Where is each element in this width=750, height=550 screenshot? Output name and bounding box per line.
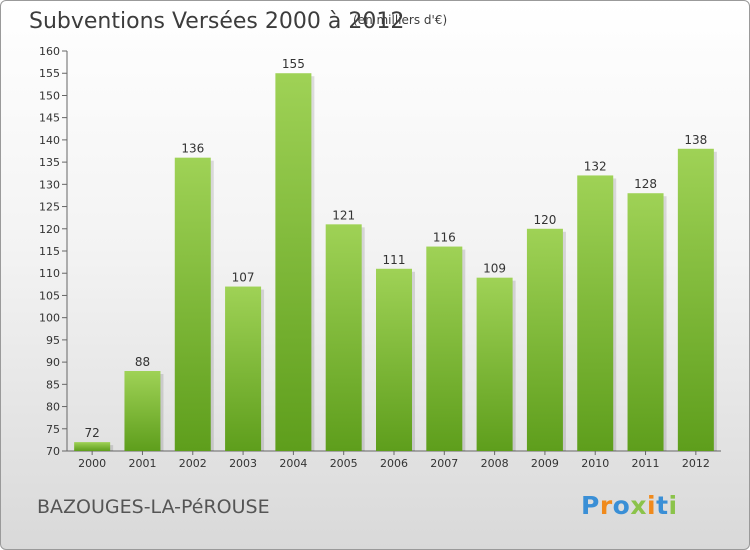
y-tick-label: 140 bbox=[39, 134, 60, 147]
y-tick-label: 130 bbox=[39, 178, 60, 191]
y-tick-label: 150 bbox=[39, 89, 60, 102]
bar bbox=[325, 224, 362, 451]
x-tick-label: 2007 bbox=[430, 457, 458, 470]
bar-value-label: 120 bbox=[533, 213, 556, 227]
bar-value-label: 132 bbox=[584, 159, 607, 173]
x-tick-label: 2009 bbox=[531, 457, 559, 470]
bar bbox=[376, 268, 412, 451]
y-tick-label: 80 bbox=[46, 401, 60, 414]
bar bbox=[577, 175, 614, 451]
x-tick-label: 2005 bbox=[330, 457, 358, 470]
logo-letter: P bbox=[581, 491, 600, 520]
y-tick-label: 120 bbox=[39, 223, 60, 236]
logo-letter: o bbox=[612, 491, 631, 520]
bar-value-label: 128 bbox=[634, 177, 657, 191]
bar-value-label: 88 bbox=[135, 355, 150, 369]
y-tick-label: 135 bbox=[39, 156, 60, 169]
y-tick-label: 160 bbox=[39, 45, 60, 58]
bar bbox=[426, 246, 463, 451]
logo-letter: i bbox=[668, 491, 678, 520]
bar-value-label: 155 bbox=[282, 57, 305, 71]
x-tick-label: 2006 bbox=[380, 457, 408, 470]
proxiti-logo: Proxiti bbox=[581, 491, 678, 520]
logo-letter: t bbox=[656, 491, 669, 520]
y-tick-label: 100 bbox=[39, 312, 60, 325]
y-tick-label: 95 bbox=[46, 334, 60, 347]
y-tick-label: 145 bbox=[39, 112, 60, 125]
bar bbox=[124, 371, 161, 451]
y-tick-label: 105 bbox=[39, 289, 60, 302]
bar bbox=[174, 157, 211, 451]
x-tick-label: 2002 bbox=[179, 457, 207, 470]
bar-value-label: 121 bbox=[332, 208, 355, 222]
bar-value-label: 111 bbox=[383, 253, 406, 267]
x-tick-label: 2010 bbox=[581, 457, 609, 470]
bar bbox=[275, 73, 312, 451]
bar bbox=[526, 228, 563, 451]
x-tick-label: 2003 bbox=[229, 457, 257, 470]
bar bbox=[677, 148, 714, 451]
y-tick-label: 125 bbox=[39, 201, 60, 214]
y-tick-label: 75 bbox=[46, 423, 60, 436]
bar-value-label: 116 bbox=[433, 231, 456, 245]
x-tick-label: 2000 bbox=[78, 457, 106, 470]
bar bbox=[627, 193, 664, 451]
y-tick-label: 110 bbox=[39, 267, 60, 280]
logo-letter: x bbox=[630, 491, 647, 520]
y-tick-label: 115 bbox=[39, 245, 60, 258]
bar bbox=[74, 442, 111, 451]
x-tick-label: 2008 bbox=[481, 457, 509, 470]
bar-value-label: 107 bbox=[232, 271, 255, 285]
bar bbox=[476, 277, 513, 451]
chart-title: Subventions Versées 2000 à 2012 bbox=[29, 9, 405, 34]
bar-value-label: 72 bbox=[85, 426, 100, 440]
chart-subtitle: (en milliers d'€) bbox=[353, 13, 448, 27]
y-tick-label: 155 bbox=[39, 67, 60, 80]
logo-letter: r bbox=[599, 491, 613, 520]
bar-value-label: 138 bbox=[684, 133, 707, 147]
bar-value-label: 109 bbox=[483, 262, 506, 276]
x-tick-label: 2004 bbox=[279, 457, 307, 470]
bar-value-label: 136 bbox=[181, 142, 204, 156]
x-tick-label: 2012 bbox=[682, 457, 710, 470]
y-tick-label: 90 bbox=[46, 356, 60, 369]
x-tick-label: 2011 bbox=[632, 457, 660, 470]
y-tick-label: 70 bbox=[46, 445, 60, 458]
bar bbox=[225, 286, 262, 451]
x-tick-label: 2001 bbox=[128, 457, 156, 470]
logo-letter: i bbox=[647, 491, 657, 520]
commune-name: BAZOUGES-LA-PéROUSE bbox=[37, 496, 270, 518]
y-tick-label: 85 bbox=[46, 378, 60, 391]
